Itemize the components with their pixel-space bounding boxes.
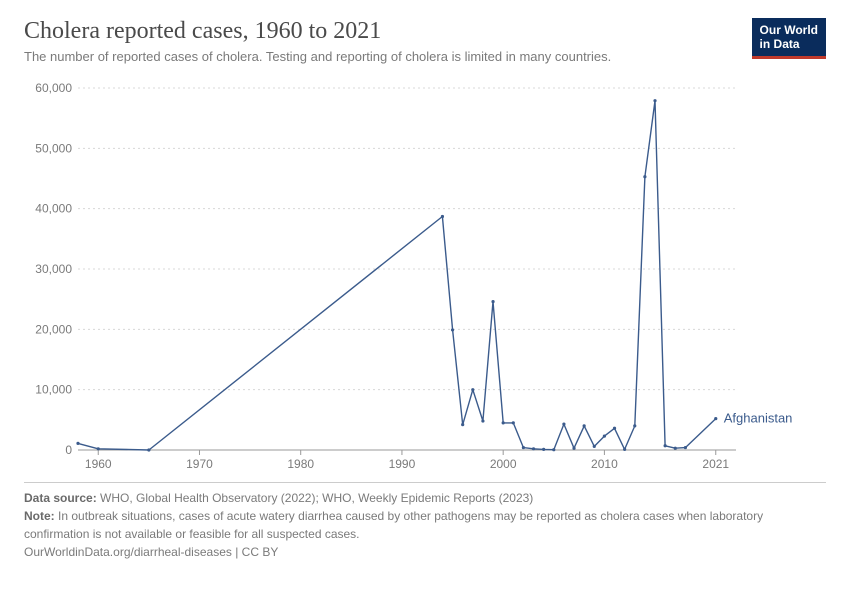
footer: Data source: WHO, Global Health Observat…: [24, 489, 826, 561]
series-marker: [522, 446, 525, 449]
series-marker: [147, 448, 150, 451]
y-tick-label: 20,000: [35, 322, 72, 336]
series-marker: [512, 421, 515, 424]
series-marker: [451, 328, 454, 331]
chart-title: Cholera reported cases, 1960 to 2021: [24, 18, 611, 45]
y-tick-label: 30,000: [35, 262, 72, 276]
x-tick-label: 1980: [287, 457, 314, 471]
data-source-label: Data source:: [24, 491, 97, 505]
x-tick-label: 2000: [490, 457, 517, 471]
x-tick-label: 2021: [702, 457, 729, 471]
series-marker: [583, 424, 586, 427]
url-license: OurWorldinData.org/diarrheal-diseases | …: [24, 543, 826, 561]
series-marker: [623, 448, 626, 451]
note-text: In outbreak situations, cases of acute w…: [24, 509, 763, 541]
footer-divider: [24, 482, 826, 483]
owid-logo: Our World in Data: [752, 18, 826, 59]
series-marker: [97, 447, 100, 450]
y-tick-label: 60,000: [35, 81, 72, 95]
series-marker: [664, 444, 667, 447]
series-marker: [481, 419, 484, 422]
series-marker: [76, 442, 79, 445]
data-source-text: WHO, Global Health Observatory (2022); W…: [100, 491, 533, 505]
series-marker: [643, 175, 646, 178]
chart-subtitle: The number of reported cases of cholera.…: [24, 49, 611, 64]
chart-container: Cholera reported cases, 1960 to 2021 The…: [0, 0, 850, 600]
header-row: Cholera reported cases, 1960 to 2021 The…: [24, 18, 826, 76]
series-marker: [633, 424, 636, 427]
x-tick-label: 1990: [389, 457, 416, 471]
y-tick-label: 40,000: [35, 202, 72, 216]
logo-line2: in Data: [760, 38, 818, 52]
note-row: Note: In outbreak situations, cases of a…: [24, 507, 826, 543]
series-marker: [491, 300, 494, 303]
series-marker: [613, 427, 616, 430]
series-marker: [603, 435, 606, 438]
series-marker: [461, 423, 464, 426]
y-tick-label: 50,000: [35, 141, 72, 155]
logo-line1: Our World: [760, 24, 818, 38]
series-marker: [593, 445, 596, 448]
series-marker: [542, 448, 545, 451]
series-marker: [684, 446, 687, 449]
series-label-afghanistan: Afghanistan: [724, 411, 793, 426]
x-tick-label: 2010: [591, 457, 618, 471]
x-tick-label: 1960: [85, 457, 112, 471]
x-tick-label: 1970: [186, 457, 213, 471]
series-marker: [562, 422, 565, 425]
series-marker: [502, 421, 505, 424]
series-marker: [441, 215, 444, 218]
series-marker: [532, 447, 535, 450]
note-label: Note:: [24, 509, 55, 523]
data-source-row: Data source: WHO, Global Health Observat…: [24, 489, 826, 507]
y-tick-label: 10,000: [35, 383, 72, 397]
series-line-afghanistan: [78, 101, 716, 450]
series-marker: [572, 447, 575, 450]
y-tick-label: 0: [65, 443, 72, 457]
header-text-block: Cholera reported cases, 1960 to 2021 The…: [24, 18, 611, 76]
series-marker: [471, 388, 474, 391]
series-marker: [674, 447, 677, 450]
series-marker: [653, 99, 656, 102]
series-marker: [714, 417, 717, 420]
series-marker: [552, 448, 555, 451]
chart-svg: 0 10,000 20,000 30,000 40,000 50,000 60,000 196…: [24, 76, 826, 476]
